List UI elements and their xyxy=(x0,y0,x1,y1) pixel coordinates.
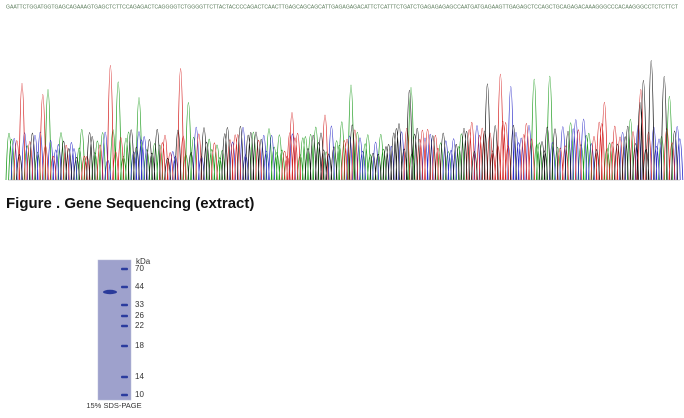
marker-label: 70 xyxy=(135,264,144,273)
marker-band xyxy=(121,303,128,307)
trace xyxy=(13,65,676,181)
marker-label: 14 xyxy=(135,372,144,381)
gel-border xyxy=(97,259,132,401)
marker-label: 22 xyxy=(135,321,144,330)
trace xyxy=(16,60,678,181)
trace xyxy=(10,86,684,181)
sequence: GAATTCTGGATGGTGAGCAGAAAGTGAGCTCTTCCAGAGA… xyxy=(6,4,679,10)
marker-label: 10 xyxy=(135,390,144,399)
marker-label: 44 xyxy=(135,282,144,291)
marker-band xyxy=(121,344,128,348)
figure-caption: Figure . Gene Sequencing (extract) xyxy=(6,195,254,212)
marker-band xyxy=(121,375,128,379)
marker-band xyxy=(121,324,128,328)
trace xyxy=(5,76,673,181)
gel-lane xyxy=(98,260,131,400)
marker-band xyxy=(121,314,128,318)
marker-label: 18 xyxy=(135,341,144,350)
marker-band xyxy=(121,285,128,289)
sample-band xyxy=(103,289,117,295)
chromatogram xyxy=(5,60,684,181)
marker-band xyxy=(121,393,128,397)
gel-caption: 15% SDS-PAGE xyxy=(86,401,141,410)
gel-unit: kDa xyxy=(136,257,151,266)
marker-label: 26 xyxy=(135,311,144,320)
marker-label: 33 xyxy=(135,300,144,309)
marker-band xyxy=(121,267,128,271)
